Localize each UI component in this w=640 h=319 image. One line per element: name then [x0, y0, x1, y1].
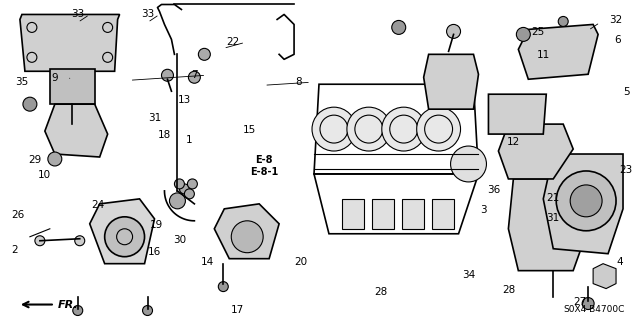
Text: E-8: E-8 [255, 155, 273, 165]
Polygon shape [593, 264, 616, 289]
Text: 14: 14 [201, 257, 214, 267]
Text: 5: 5 [623, 87, 629, 97]
Circle shape [218, 282, 228, 292]
Circle shape [23, 97, 37, 111]
Bar [342, 199, 364, 229]
Bar [372, 199, 394, 229]
Circle shape [79, 115, 91, 127]
Circle shape [392, 20, 406, 34]
Text: 10: 10 [38, 170, 51, 180]
Text: 6: 6 [615, 35, 621, 45]
Circle shape [161, 69, 173, 81]
Polygon shape [499, 124, 573, 179]
Circle shape [231, 221, 263, 253]
Circle shape [105, 217, 145, 257]
Circle shape [570, 185, 602, 217]
Circle shape [184, 189, 195, 199]
Text: FR.: FR. [58, 300, 79, 309]
Text: 11: 11 [537, 50, 550, 60]
Text: 31: 31 [148, 113, 161, 123]
Text: 30: 30 [173, 235, 186, 245]
Text: 34: 34 [462, 270, 475, 280]
Polygon shape [45, 104, 108, 157]
Text: 36: 36 [487, 185, 500, 195]
Circle shape [198, 48, 211, 60]
Circle shape [516, 27, 531, 41]
Text: 23: 23 [620, 165, 632, 175]
Polygon shape [424, 54, 479, 109]
Circle shape [48, 152, 62, 166]
Circle shape [582, 298, 594, 309]
Text: 2: 2 [12, 245, 19, 255]
Text: 3: 3 [480, 205, 487, 215]
Circle shape [35, 236, 45, 246]
Text: 9: 9 [51, 73, 58, 83]
Bar [50, 69, 95, 104]
Text: 24: 24 [91, 200, 104, 210]
Text: 8: 8 [296, 77, 302, 87]
Text: 33: 33 [71, 10, 84, 19]
Circle shape [188, 179, 197, 189]
Circle shape [556, 171, 616, 231]
Polygon shape [90, 199, 154, 264]
Text: 16: 16 [148, 247, 161, 257]
Polygon shape [488, 94, 547, 134]
Text: 25: 25 [532, 27, 545, 37]
Circle shape [382, 107, 426, 151]
Text: 20: 20 [294, 257, 308, 267]
Text: 15: 15 [243, 125, 256, 135]
Circle shape [347, 107, 391, 151]
Circle shape [451, 146, 486, 182]
Polygon shape [543, 154, 623, 254]
Text: 7: 7 [191, 70, 198, 80]
Circle shape [175, 179, 184, 189]
Text: 28: 28 [502, 285, 515, 294]
Circle shape [143, 306, 152, 315]
Text: S0X4-B4700C: S0X4-B4700C [563, 305, 625, 314]
Text: 17: 17 [230, 305, 244, 315]
Circle shape [188, 71, 200, 83]
Polygon shape [20, 14, 120, 71]
Text: 18: 18 [158, 130, 171, 140]
Polygon shape [518, 25, 598, 79]
Text: 12: 12 [507, 137, 520, 147]
Circle shape [558, 17, 568, 26]
Text: 31: 31 [547, 213, 560, 223]
Circle shape [75, 236, 84, 246]
Circle shape [417, 107, 461, 151]
Text: 19: 19 [150, 220, 163, 230]
Circle shape [179, 184, 189, 194]
Polygon shape [214, 204, 279, 259]
Text: 35: 35 [15, 77, 29, 87]
Bar [431, 199, 454, 229]
Circle shape [312, 107, 356, 151]
Text: 33: 33 [141, 10, 154, 19]
Text: 26: 26 [12, 210, 24, 220]
Text: 13: 13 [178, 95, 191, 105]
Circle shape [170, 193, 186, 209]
Text: 29: 29 [28, 155, 42, 165]
Circle shape [66, 121, 77, 133]
Polygon shape [508, 179, 588, 271]
Text: 1: 1 [186, 135, 193, 145]
Circle shape [73, 306, 83, 315]
Text: 22: 22 [227, 37, 240, 48]
Text: 27: 27 [573, 297, 587, 307]
Circle shape [447, 25, 461, 38]
Text: 4: 4 [617, 257, 623, 267]
Bar [402, 199, 424, 229]
Text: 21: 21 [547, 193, 560, 203]
Text: 28: 28 [374, 286, 387, 297]
Text: 32: 32 [609, 15, 623, 26]
Text: E-8-1: E-8-1 [250, 167, 278, 177]
